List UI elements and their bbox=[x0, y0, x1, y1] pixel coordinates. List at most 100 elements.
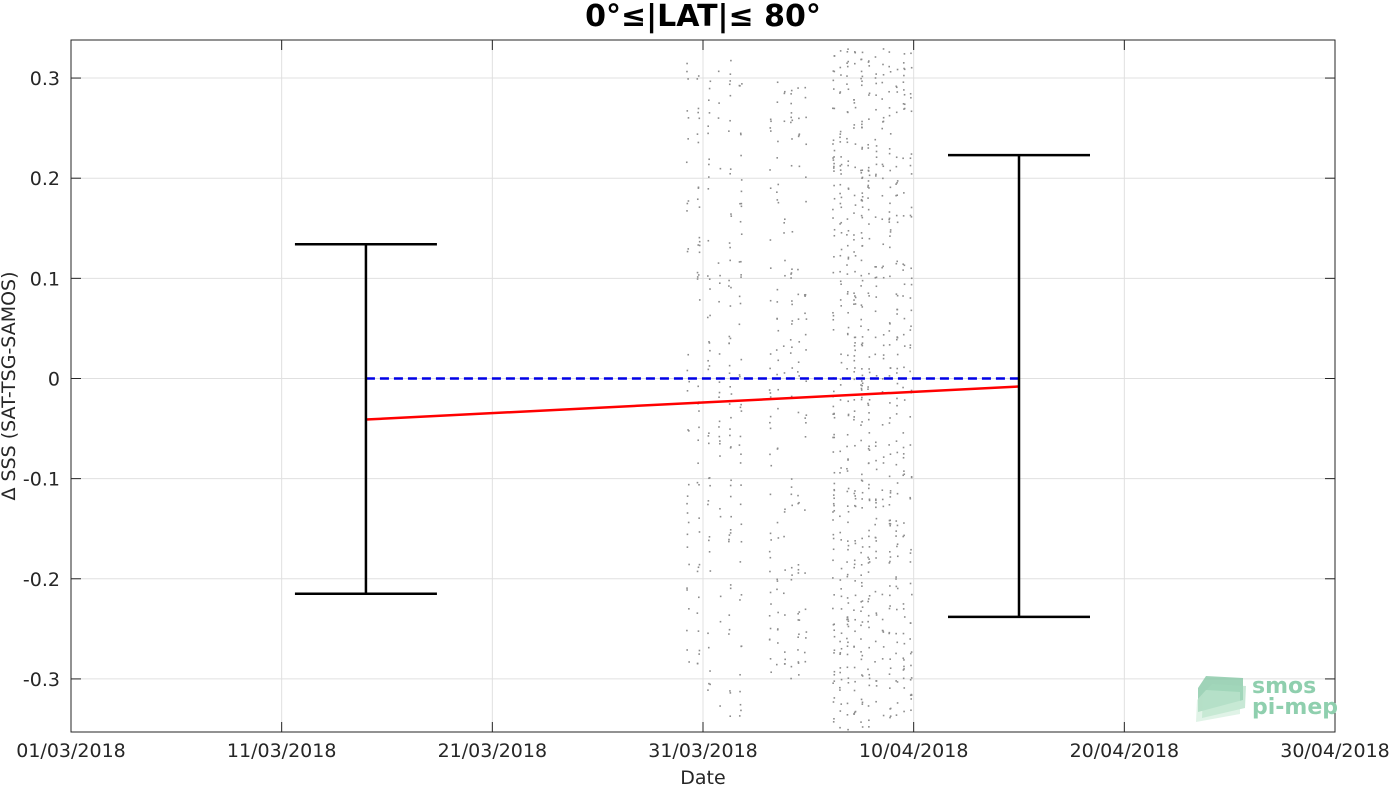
scatter-point bbox=[875, 517, 878, 520]
scatter-point bbox=[839, 133, 842, 135]
scatter-point bbox=[910, 153, 913, 155]
scatter-point bbox=[832, 577, 834, 579]
scatter-point bbox=[861, 51, 864, 54]
scatter-point bbox=[853, 492, 856, 495]
scatter-point bbox=[840, 353, 842, 356]
scatter-point bbox=[798, 619, 801, 621]
scatter-point bbox=[839, 671, 841, 674]
scatter-point bbox=[698, 563, 701, 566]
scatter-point bbox=[790, 89, 793, 92]
scatter-point bbox=[839, 652, 842, 654]
scatter-point bbox=[797, 662, 800, 664]
scatter-point bbox=[846, 666, 849, 669]
scatter-point bbox=[839, 450, 842, 453]
scatter-point bbox=[875, 441, 877, 444]
scatter-point bbox=[784, 259, 786, 262]
scatter-point bbox=[889, 70, 892, 73]
scatter-point bbox=[833, 170, 835, 172]
scatter-point bbox=[832, 511, 834, 513]
scatter-point bbox=[895, 86, 898, 89]
scatter-point bbox=[910, 709, 912, 712]
scatter-point bbox=[728, 628, 731, 631]
scatter-point bbox=[717, 70, 720, 73]
scatter-point bbox=[854, 490, 856, 492]
scatter-point bbox=[861, 245, 863, 247]
scatter-point bbox=[790, 486, 793, 488]
scatter-point bbox=[839, 91, 842, 93]
scatter-point bbox=[861, 200, 864, 202]
scatter-point bbox=[839, 280, 842, 283]
scatter-point bbox=[896, 451, 899, 454]
y-tick-label: -0.1 bbox=[23, 469, 60, 491]
scatter-point bbox=[903, 668, 905, 670]
scatter-point bbox=[738, 84, 741, 87]
scatter-point bbox=[875, 374, 878, 377]
scatter-point bbox=[889, 560, 891, 563]
scatter-point bbox=[789, 352, 792, 354]
scatter-point bbox=[805, 143, 808, 146]
scatter-point bbox=[854, 303, 857, 305]
scatter-point bbox=[846, 467, 848, 470]
scatter-point bbox=[860, 304, 863, 306]
scatter-point bbox=[697, 186, 700, 189]
scatter-point bbox=[797, 87, 799, 89]
scatter-point bbox=[902, 263, 905, 266]
scatter-point bbox=[903, 534, 905, 537]
scatter-point bbox=[840, 221, 843, 224]
scatter-point bbox=[769, 169, 771, 171]
scatter-point bbox=[867, 620, 869, 623]
scatter-point bbox=[896, 382, 899, 385]
scatter-point bbox=[719, 440, 721, 442]
scatter-point bbox=[861, 537, 863, 540]
scatter-point bbox=[804, 608, 807, 611]
scatter-point bbox=[776, 301, 779, 303]
scatter-point bbox=[867, 600, 869, 603]
scatter-point bbox=[860, 380, 863, 382]
scatter-point bbox=[895, 293, 898, 295]
scatter-point bbox=[697, 107, 700, 110]
scatter-point bbox=[708, 99, 710, 102]
scatter-point bbox=[707, 359, 709, 362]
scatter-point bbox=[798, 165, 801, 168]
scatter-point bbox=[740, 179, 743, 181]
scatter-point bbox=[697, 385, 700, 388]
scatter-point bbox=[769, 267, 772, 269]
scatter-point bbox=[867, 404, 870, 407]
scatter-point bbox=[784, 614, 786, 616]
scatter-point bbox=[728, 242, 731, 244]
scatter-point bbox=[875, 285, 878, 288]
scatter-point bbox=[783, 511, 786, 513]
scatter-point bbox=[874, 536, 877, 539]
scatter-point bbox=[729, 94, 732, 97]
scatter-point bbox=[839, 136, 841, 139]
scatter-point bbox=[867, 143, 869, 146]
scatter-point bbox=[797, 411, 800, 414]
scatter-point bbox=[832, 139, 835, 142]
scatter-point bbox=[909, 344, 912, 346]
scatter-point bbox=[889, 523, 892, 525]
scatter-point bbox=[846, 713, 849, 716]
scatter-point bbox=[867, 180, 870, 182]
scatter-point bbox=[881, 658, 884, 660]
scatter-point bbox=[888, 322, 891, 324]
scatter-point bbox=[839, 202, 842, 205]
scatter-point bbox=[896, 555, 899, 558]
scatter-point bbox=[895, 85, 898, 88]
scatter-point bbox=[902, 603, 905, 605]
scatter-point bbox=[909, 164, 912, 167]
scatter-point bbox=[728, 335, 731, 338]
scatter-point bbox=[874, 661, 876, 663]
scatter-point bbox=[860, 638, 862, 640]
scatter-point bbox=[909, 329, 912, 331]
scatter-point bbox=[698, 117, 701, 120]
scatter-point bbox=[895, 463, 898, 466]
scatter-point bbox=[861, 585, 863, 587]
scatter-point bbox=[728, 633, 730, 635]
scatter-point bbox=[867, 571, 870, 573]
scatter-point bbox=[854, 106, 857, 109]
scatter-point bbox=[847, 728, 849, 731]
scatter-point bbox=[783, 232, 785, 234]
scatter-point bbox=[738, 295, 741, 298]
scatter-point bbox=[861, 342, 864, 344]
scatter-point bbox=[868, 483, 870, 486]
